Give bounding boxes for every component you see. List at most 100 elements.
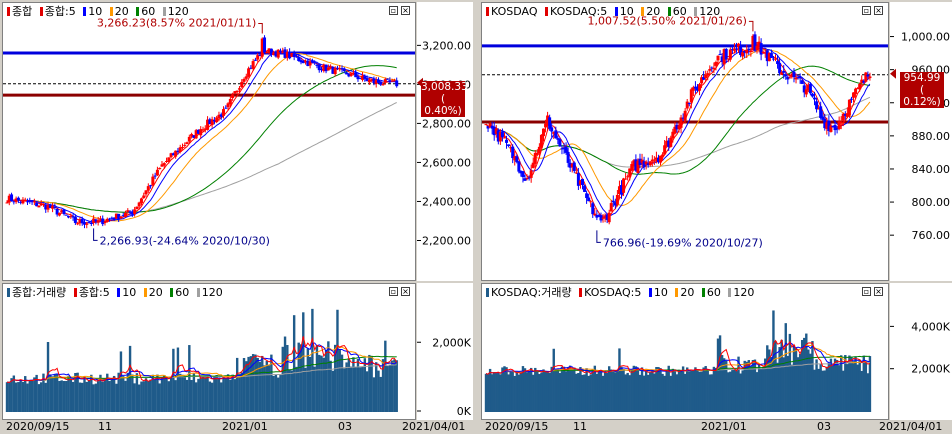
legend-candle-icon	[486, 7, 489, 16]
volume-bar	[813, 369, 816, 412]
volume-bar	[714, 367, 718, 412]
candle-body	[331, 67, 335, 74]
candle-body	[326, 67, 330, 71]
volume-bar	[735, 371, 738, 412]
kospi-volume-pane[interactable]: 종합:거래량 종합:5 10 20 60 120 ▫ ×	[2, 283, 416, 420]
volume-bar	[610, 369, 613, 412]
minimize-button[interactable]: ▫	[389, 287, 398, 296]
volume-bar	[704, 366, 707, 412]
candle-body	[517, 161, 521, 172]
volume-bar	[208, 381, 212, 412]
candle-body	[395, 80, 399, 87]
minimize-button[interactable]: ▫	[862, 287, 871, 296]
volume-bar	[731, 370, 734, 412]
candle-body	[137, 202, 141, 207]
legend-ma20-label: 20	[646, 5, 661, 18]
candle-body	[233, 91, 237, 94]
candle-body	[365, 78, 369, 82]
high-marker	[258, 22, 263, 34]
candle-body	[810, 93, 814, 97]
candle-body	[92, 218, 96, 223]
candle-body	[212, 120, 216, 122]
volume-bar	[17, 382, 20, 412]
volume-bar	[665, 369, 668, 412]
volume-bar	[671, 368, 675, 412]
volume-bar	[534, 367, 537, 412]
volume-bar	[493, 372, 496, 412]
candle-body	[570, 163, 574, 168]
volume-bar	[290, 370, 294, 412]
volume-bar	[653, 373, 656, 412]
candle-body	[843, 114, 847, 116]
candle-body	[363, 76, 367, 79]
volume-bar	[544, 371, 547, 412]
candle-body	[626, 176, 630, 178]
volume-bar	[302, 312, 305, 412]
candle-body	[285, 51, 289, 58]
kospi-volume-chart	[5, 308, 398, 412]
legend-ma20-label: 20	[114, 5, 129, 18]
candle-body	[57, 212, 61, 216]
candle-body	[390, 80, 394, 82]
volume-bar	[501, 367, 504, 412]
kospi-price-pane[interactable]: 종합 종합:5 10 20 60 120 ▫ × 3,266.23(8.57% …	[2, 2, 416, 281]
volume-bar	[688, 371, 691, 412]
candle-body	[492, 126, 496, 136]
candle-body	[761, 51, 765, 53]
candle-body	[815, 101, 819, 110]
candle-body	[62, 209, 66, 215]
minimize-button[interactable]: ▫	[389, 6, 398, 15]
candle-body	[306, 60, 310, 67]
candle-body	[151, 176, 155, 186]
volume-bar	[106, 373, 109, 412]
volume-bar	[624, 374, 627, 412]
candle-body	[12, 201, 16, 203]
legend-ma60-icon	[170, 288, 174, 297]
volume-bar	[667, 365, 670, 412]
kosdaq-price-pane[interactable]: KOSDAQ KOSDAQ:5 10 20 60 120 ▫ × 1,007.5…	[481, 2, 889, 281]
volume-bar	[620, 366, 623, 412]
candle-body	[14, 198, 18, 203]
low-marker	[93, 228, 98, 241]
volume-bar	[254, 354, 257, 412]
close-button[interactable]: ×	[401, 6, 410, 15]
volume-bar	[30, 380, 34, 412]
volume-bar	[288, 369, 291, 412]
volume-bar	[607, 366, 611, 412]
candle-body	[673, 126, 677, 134]
volume-bar	[251, 354, 255, 412]
candle-body	[554, 130, 558, 139]
candle-body	[730, 49, 734, 51]
volume-bar	[368, 354, 371, 412]
candle-body	[753, 34, 757, 51]
volume-bar	[39, 382, 43, 412]
volume-bar	[158, 383, 161, 412]
volume-bar	[782, 357, 785, 412]
candle-body	[767, 52, 771, 62]
kosdaq-volume-pane[interactable]: KOSDAQ:거래량 KOSDAQ:5 10 20 60 120 ▫ ×	[481, 283, 889, 420]
close-button[interactable]: ×	[874, 6, 883, 15]
candle-body	[667, 140, 671, 147]
minimize-button[interactable]: ▫	[862, 6, 871, 15]
volume-bar	[571, 369, 574, 412]
candle-body	[35, 202, 39, 207]
kosdaq-volume-yaxis: 4,000K 2,000K	[890, 283, 952, 420]
candle-body	[747, 48, 751, 50]
volume-bar	[194, 382, 198, 412]
volume-bar	[766, 345, 769, 412]
candle-body	[217, 114, 221, 119]
candle-body	[203, 128, 207, 130]
close-button[interactable]: ×	[874, 287, 883, 296]
candle-body	[124, 212, 128, 218]
candle-body	[677, 125, 681, 130]
candle-body	[249, 67, 253, 69]
close-button[interactable]: ×	[401, 287, 410, 296]
volume-bar	[299, 344, 303, 412]
candle-body	[741, 52, 745, 57]
ytick-label: 2,400.00	[422, 195, 471, 208]
volume-bar	[37, 384, 41, 412]
candle-body	[640, 159, 644, 163]
volume-bar	[636, 367, 640, 412]
candle-body	[712, 67, 716, 70]
kosdaq-xaxis: 2020/09/15 11 2021/01 03 2021/04/01	[481, 420, 952, 434]
